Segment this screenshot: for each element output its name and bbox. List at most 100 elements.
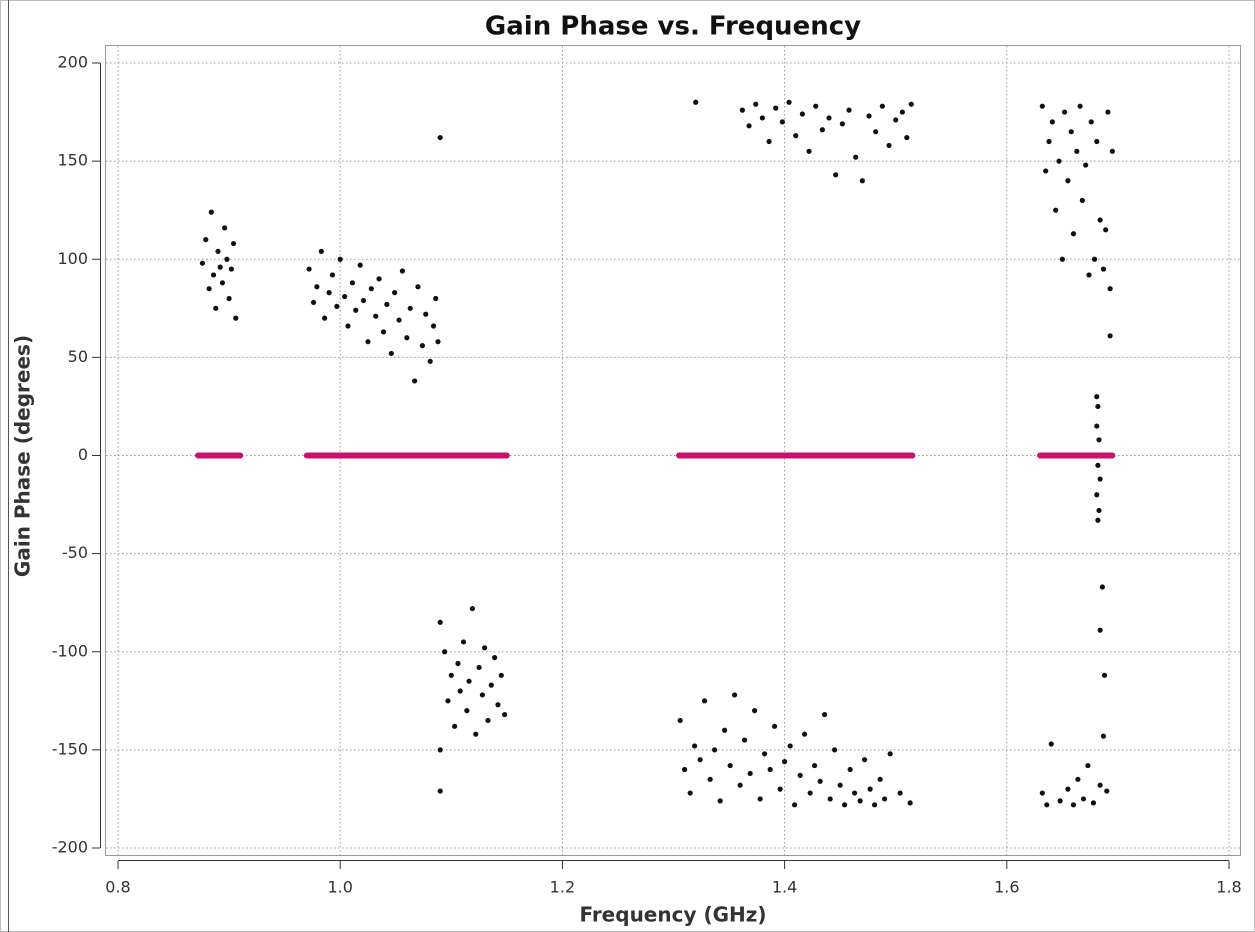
data-point	[437, 619, 443, 625]
y-tick-label: 100	[57, 249, 88, 268]
data-point	[433, 295, 439, 302]
data-point	[873, 129, 879, 135]
data-point	[1104, 788, 1110, 794]
data-point	[677, 717, 683, 724]
data-point	[380, 329, 387, 335]
data-point	[219, 280, 226, 286]
data-point	[222, 225, 228, 231]
data-point	[460, 639, 467, 645]
data-point	[318, 248, 324, 254]
data-point	[217, 264, 223, 270]
data-point	[1096, 437, 1102, 443]
x-tick-label: 1.2	[550, 878, 575, 897]
data-point	[786, 99, 792, 105]
data-point	[1053, 207, 1059, 213]
data-point	[762, 751, 768, 757]
data-point	[1043, 168, 1049, 174]
data-point	[819, 127, 825, 133]
data-point	[857, 798, 863, 804]
data-point	[224, 256, 230, 262]
data-point	[712, 747, 718, 753]
data-point	[437, 134, 443, 141]
data-point	[833, 172, 839, 178]
data-point	[1097, 782, 1103, 788]
data-point	[1099, 584, 1105, 590]
data-point	[697, 757, 703, 763]
y-tick-label: -100	[52, 641, 88, 660]
data-point	[861, 757, 868, 763]
data-point	[473, 731, 479, 737]
data-point	[806, 148, 812, 154]
data-point	[1065, 786, 1071, 792]
data-point	[1044, 802, 1050, 808]
data-point	[466, 678, 472, 684]
data-point	[837, 782, 843, 788]
data-point	[1095, 462, 1101, 468]
data-point	[1075, 776, 1081, 782]
data-point	[392, 290, 398, 296]
data-point	[1065, 178, 1071, 184]
data-point	[215, 248, 221, 254]
data-point	[423, 311, 429, 317]
data-point	[881, 796, 888, 802]
data-point	[682, 766, 688, 773]
y-tick-label: -50	[62, 543, 88, 562]
data-point	[357, 262, 363, 268]
data-point	[859, 178, 865, 184]
data-point	[442, 649, 448, 655]
data-point	[1056, 158, 1062, 164]
data-point	[464, 708, 470, 714]
data-point	[1086, 272, 1092, 278]
data-point	[495, 702, 501, 708]
data-point	[1101, 672, 1108, 678]
data-point	[314, 284, 320, 290]
data-point	[1070, 231, 1077, 237]
data-point	[817, 778, 823, 784]
data-point	[457, 688, 463, 694]
data-point	[879, 103, 885, 109]
data-point	[210, 272, 217, 278]
data-point	[345, 323, 351, 329]
data-point	[1057, 798, 1063, 804]
data-point	[1074, 148, 1080, 154]
data-point	[469, 605, 476, 612]
y-tick-label: 200	[57, 53, 88, 72]
data-point	[199, 260, 206, 266]
data-point	[752, 708, 758, 714]
data-point	[907, 800, 913, 806]
data-point	[368, 286, 374, 292]
data-point	[693, 99, 699, 105]
data-point	[908, 101, 914, 107]
data-point	[1100, 266, 1107, 272]
data-point	[396, 317, 402, 323]
y-tick-label: -150	[52, 739, 88, 758]
data-point	[502, 711, 508, 718]
data-point	[772, 723, 778, 729]
data-point	[813, 103, 819, 109]
data-point	[707, 776, 713, 782]
data-point	[737, 782, 743, 788]
data-point	[407, 305, 413, 311]
data-point	[877, 776, 883, 782]
data-point	[437, 747, 443, 753]
chart-title: Gain Phase vs. Frequency	[485, 12, 861, 42]
y-tick-label: 150	[57, 151, 88, 170]
data-point	[1095, 517, 1101, 523]
data-point	[1107, 286, 1113, 292]
data-point	[1094, 138, 1100, 145]
data-point	[427, 358, 433, 364]
data-point	[886, 142, 892, 149]
data-point	[1039, 790, 1045, 796]
data-point	[702, 698, 708, 704]
x-tick-label: 1.8	[1216, 878, 1241, 897]
data-point	[1090, 800, 1097, 806]
data-point	[445, 698, 451, 704]
data-point	[779, 119, 785, 125]
data-point	[213, 305, 219, 311]
data-point	[801, 731, 808, 737]
data-point	[226, 295, 232, 302]
data-point	[342, 293, 348, 300]
data-point	[847, 766, 853, 773]
